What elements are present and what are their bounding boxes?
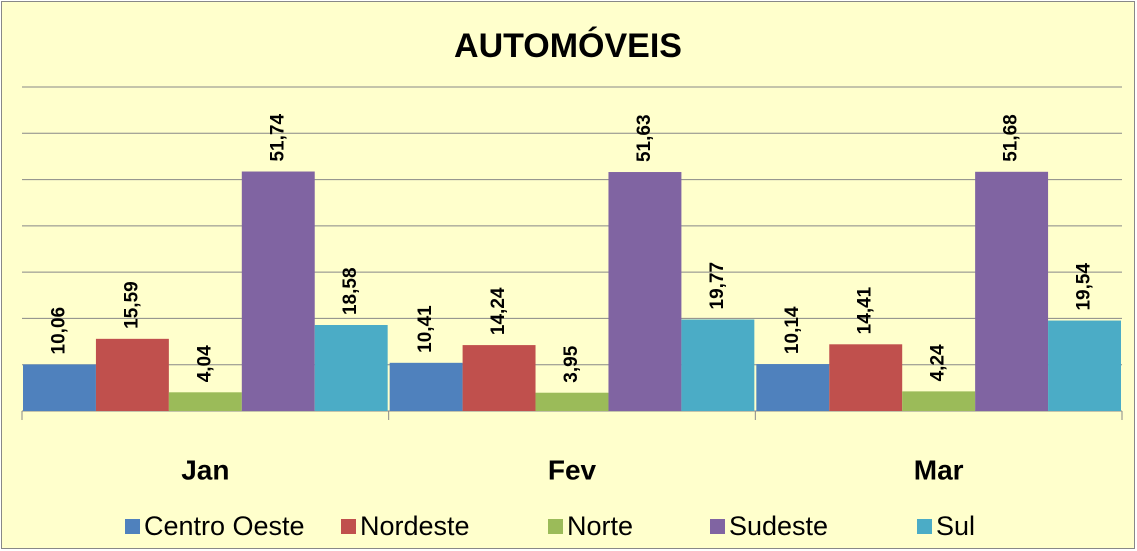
legend-swatch [548,519,563,534]
bar [902,391,976,411]
bar [168,392,242,411]
x-tick-label: Jan [181,454,229,485]
data-label: 51,74 [267,114,288,162]
data-label: 10,14 [782,306,803,354]
legend-swatch [710,519,725,534]
bar [681,319,755,411]
bar [608,172,682,411]
legend-label: Nordeste [360,511,470,541]
chart-title: AUTOMÓVEIS [454,27,682,65]
x-tick-label: Fev [548,454,597,485]
data-label: 15,59 [121,281,142,329]
legend-label: Sul [936,511,975,541]
legend-swatch [917,519,932,534]
bar [241,171,315,411]
bar [95,338,169,411]
bar [462,345,536,411]
data-label: 10,06 [48,307,69,355]
data-label: 4,24 [928,344,949,381]
data-label: 10,41 [415,305,436,353]
legend-swatch [125,519,140,534]
data-label: 4,04 [194,345,215,382]
data-label: 18,58 [340,267,361,315]
bar [314,325,388,411]
data-label: 14,41 [855,286,876,334]
data-label: 19,54 [1074,263,1095,311]
data-label: 51,68 [1001,114,1022,162]
legend-swatch [341,519,356,534]
legend-label: Norte [567,511,633,541]
data-label: 3,95 [561,345,582,382]
bar [975,171,1049,411]
bar [23,364,96,411]
bar [389,362,463,411]
data-label: 51,63 [634,114,655,162]
bar [535,392,609,411]
bar [829,344,903,411]
legend-label: Centro Oeste [144,511,305,541]
bar [1048,320,1121,411]
data-label: 14,24 [488,287,509,335]
x-tick-label: Mar [914,454,964,485]
data-label: 19,77 [707,262,728,310]
legend-label: Sudeste [729,511,828,541]
bar [756,364,830,411]
